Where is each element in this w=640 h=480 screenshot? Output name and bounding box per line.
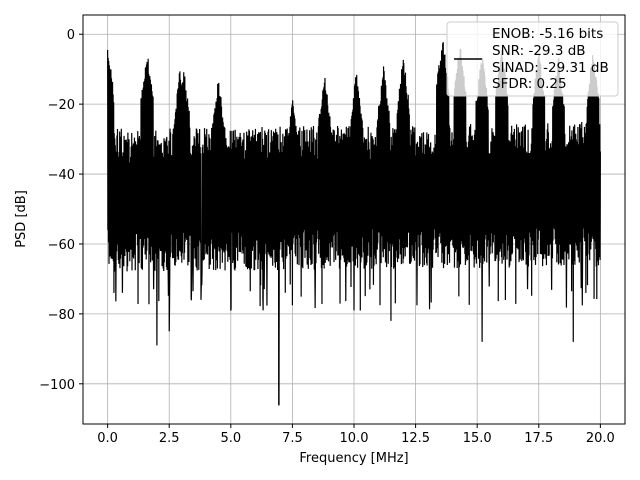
x-tick-label: 20.0 <box>586 431 615 446</box>
x-axis-label: Frequency [MHz] <box>299 451 408 466</box>
x-tick-label: 12.5 <box>401 431 430 446</box>
legend-entry-enob: ENOB: -5.16 bits <box>492 26 603 42</box>
y-tick-label: 0 <box>67 28 75 43</box>
x-tick-label: 5.0 <box>220 431 241 446</box>
x-tick-label: 0.0 <box>97 431 118 446</box>
y-tick-label: −100 <box>39 378 75 393</box>
legend-entry-sfdr: SFDR: 0.25 <box>492 76 567 92</box>
x-axis: 0.0 2.5 5.0 7.5 10.0 12.5 15.0 17.5 20.0 <box>97 424 615 446</box>
legend-entry-sinad: SINAD: -29.31 dB <box>492 60 609 76</box>
x-tick-label: 17.5 <box>524 431 553 446</box>
x-tick-label: 2.5 <box>159 431 180 446</box>
x-tick-label: 7.5 <box>282 431 303 446</box>
y-axis: 0 −20 −40 −60 −80 −100 <box>39 28 83 393</box>
legend: ENOB: -5.16 bits SNR: -29.3 dB SINAD: -2… <box>446 21 619 97</box>
y-tick-label: −20 <box>48 98 75 113</box>
x-tick-label: 15.0 <box>463 431 492 446</box>
legend-box <box>446 21 619 97</box>
y-axis-label: PSD [dB] <box>14 190 29 248</box>
y-tick-label: −60 <box>48 238 75 253</box>
y-tick-label: −80 <box>48 308 75 323</box>
y-tick-label: −40 <box>48 168 75 183</box>
x-tick-label: 10.0 <box>340 431 369 446</box>
legend-entry-snr: SNR: -29.3 dB <box>492 43 586 59</box>
